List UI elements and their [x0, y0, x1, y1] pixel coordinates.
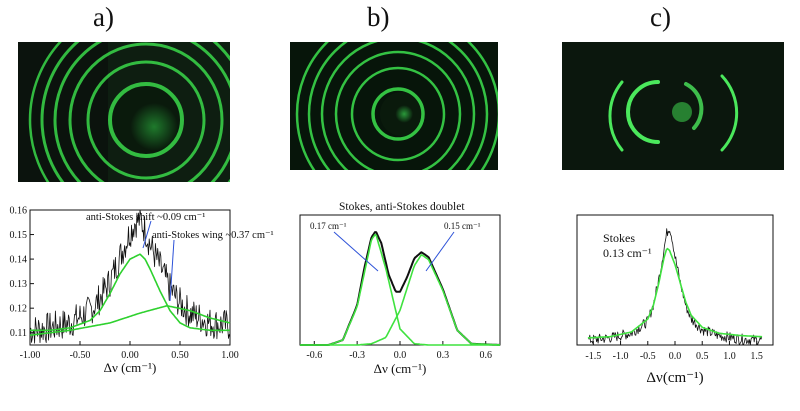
chart-a-series-line	[29, 209, 231, 344]
chart-c-xlabel: Δν(cm⁻¹)	[646, 370, 703, 386]
chart-a-annotation-wing: anti-Stokes wing ~0.37 cm⁻¹	[152, 230, 274, 241]
chart-b-series-line	[300, 254, 501, 346]
chart-a-annotation-pointer-wing	[169, 239, 175, 302]
chart-a-series	[29, 209, 231, 344]
chart-c-xtick-label: 1.5	[750, 351, 763, 362]
chart-a-ytick-label: 0.13	[10, 279, 28, 290]
chart-b: -0.6 -0.3 0.0 0.3 0.6 Stokes, anti-Stokes do…	[299, 201, 501, 376]
chart-b-xlabel: Δν (cm⁻¹)	[374, 361, 427, 376]
chart-a-ytick-label: 0.14	[10, 255, 28, 266]
chart-a-ytick-label: 0.11	[10, 328, 27, 339]
panel-label-a: a)	[93, 2, 114, 32]
chart-a-series-line	[30, 253, 230, 332]
chart-c-xtick-label: 1.0	[723, 351, 736, 362]
chart-a-xticks: -1.00 -0.50 0.00 0.50 1.00	[20, 341, 239, 361]
chart-c-series-line	[587, 247, 763, 339]
chart-c-series-line	[587, 228, 763, 346]
chart-a-ytick-label: 0.15	[10, 230, 28, 241]
chart-a-xtick-label: -1.00	[20, 350, 41, 361]
chart-b-annotation-left: 0.17 cm⁻¹	[310, 221, 347, 231]
chart-c-xtick-label: 0.0	[669, 351, 682, 362]
panel-label-b: b)	[367, 2, 390, 32]
chart-a-xtick-label: 1.00	[221, 350, 239, 361]
chart-c-annotation-stokes: Stokes	[603, 231, 635, 245]
chart-c-xtick-label: -1.5	[585, 351, 601, 362]
chart-a-xtick-label: -0.50	[70, 350, 91, 361]
chart-c: -1.5 -1.0 -0.5 0.0 0.5 1.0 1.5 Δν(cm⁻¹) Stokes…	[576, 214, 774, 386]
chart-b-annotation-pointer-right	[425, 231, 455, 272]
chart-a-annotation-pointer-shift	[142, 220, 152, 249]
chart-b-xtick-label: -0.6	[306, 350, 322, 361]
chart-c-xticks: -1.5 -1.0 -0.5 0.0 0.5 1.0 1.5	[585, 341, 763, 362]
chart-c-xtick-label: -0.5	[640, 351, 656, 362]
chart-a-ytick-label: 0.12	[10, 304, 28, 315]
chart-a-annotation-shift: anti-Stokes shift ~0.09 cm⁻¹	[86, 212, 205, 223]
chart-b-xtick-label: 0.0	[394, 350, 407, 361]
chart-a-series-line	[29, 305, 231, 336]
chart-c-xtick-label: -1.0	[613, 351, 629, 362]
chart-b-xtick-label: 0.3	[437, 350, 450, 361]
chart-b-title: Stokes, anti-Stokes doublet	[339, 201, 465, 213]
chart-b-series-line	[300, 233, 500, 346]
chart-a-xlabel: Δν (cm⁻¹)	[104, 360, 157, 375]
interference-photo-c	[562, 42, 784, 170]
chart-c-xtick-label: 0.5	[696, 351, 709, 362]
interference-photo-a	[18, 42, 230, 182]
chart-b-annotation-right: 0.15 cm⁻¹	[444, 221, 481, 231]
chart-a-xtick-label: 0.50	[171, 350, 189, 361]
chart-a-ytick-label: 0.16	[10, 206, 28, 217]
chart-b-series	[300, 231, 501, 346]
chart-b-xtick-label: 0.6	[479, 350, 492, 361]
chart-c-series	[587, 228, 763, 346]
chart-a-xtick-label: 0.00	[121, 350, 139, 361]
chart-a: 0.11 0.12 0.13 0.14 0.15 0.16 -1.00 -0.50 0.00 0…	[10, 206, 274, 376]
panel-label-c: c)	[650, 2, 671, 32]
chart-b-annotation-pointer-left	[333, 231, 379, 272]
chart-c-annotation-width: 0.13 cm⁻¹	[603, 246, 652, 260]
chart-b-xtick-label: -0.3	[349, 350, 365, 361]
interference-photo-b	[290, 42, 498, 170]
